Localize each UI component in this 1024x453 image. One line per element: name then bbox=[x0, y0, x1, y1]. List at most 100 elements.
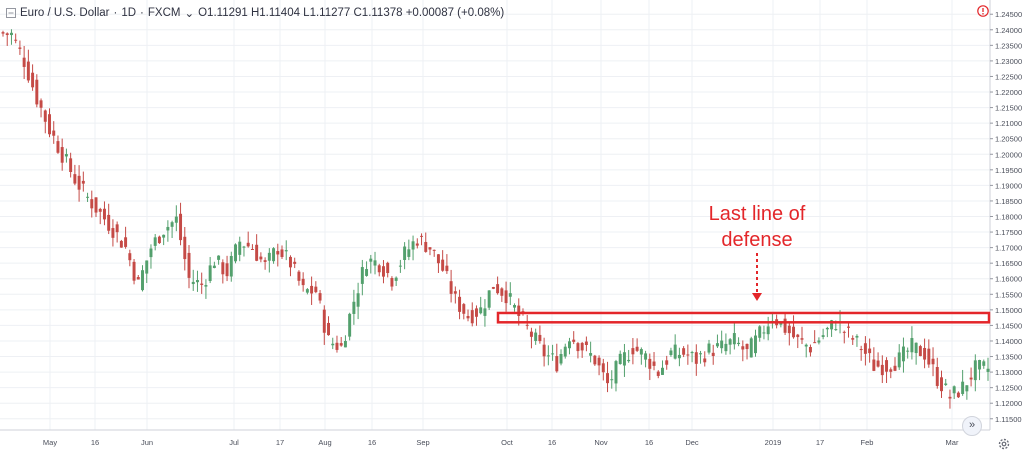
price-tick-label: 1.12500 bbox=[995, 384, 1022, 393]
candle-body bbox=[487, 290, 491, 308]
candle-body bbox=[386, 262, 390, 274]
price-tick-label: 1.13500 bbox=[995, 353, 1022, 362]
price-tick-label: 1.19500 bbox=[995, 166, 1022, 175]
symbol-name[interactable]: Euro / U.S. Dollar bbox=[20, 7, 110, 19]
time-tick-label: Mar bbox=[946, 438, 959, 447]
candle-body bbox=[462, 304, 466, 314]
scroll-to-realtime-button[interactable]: » bbox=[962, 416, 982, 436]
candle-body bbox=[474, 308, 478, 317]
chart-grid bbox=[0, 0, 990, 430]
candle-body bbox=[813, 342, 817, 344]
time-tick-label: 16 bbox=[368, 438, 376, 447]
candle-body bbox=[259, 256, 263, 260]
candle-body bbox=[453, 291, 457, 294]
candle-body bbox=[504, 290, 508, 304]
candle-body bbox=[880, 364, 884, 376]
candle-body bbox=[162, 234, 166, 238]
candle-body bbox=[656, 371, 660, 376]
candle-body bbox=[792, 326, 796, 338]
candlestick-series bbox=[1, 29, 990, 409]
candle-body bbox=[614, 361, 618, 384]
candle-body bbox=[191, 281, 195, 285]
time-tick-label: Dec bbox=[685, 438, 699, 447]
candle-body bbox=[635, 346, 639, 351]
candle-body bbox=[267, 252, 271, 261]
time-tick-label: Aug bbox=[318, 438, 331, 447]
candle-body bbox=[301, 278, 305, 286]
collapse-icon[interactable] bbox=[6, 8, 16, 18]
candle-body bbox=[339, 343, 343, 346]
candle-body bbox=[314, 286, 318, 293]
price-tick-label: 1.17500 bbox=[995, 228, 1022, 237]
candle-body bbox=[601, 363, 605, 373]
candle-body bbox=[373, 260, 377, 266]
chevron-down-icon[interactable]: ⌄ bbox=[184, 8, 195, 20]
candle-body bbox=[559, 354, 563, 364]
candle-body bbox=[610, 379, 614, 381]
candle-body bbox=[1, 32, 5, 34]
candle-body bbox=[14, 39, 18, 41]
candle-body bbox=[546, 355, 550, 357]
candle-body bbox=[973, 360, 977, 381]
candle-body bbox=[597, 357, 601, 366]
candle-body bbox=[863, 343, 867, 354]
candle-body bbox=[288, 256, 292, 268]
candle-body bbox=[872, 359, 876, 371]
candle-body bbox=[56, 141, 60, 153]
candle-body bbox=[394, 277, 398, 281]
candle-body bbox=[441, 259, 445, 271]
candle-body bbox=[250, 248, 254, 250]
candle-body bbox=[229, 255, 233, 277]
candle-body bbox=[284, 250, 288, 252]
candle-body bbox=[622, 352, 626, 366]
candle-body bbox=[986, 368, 990, 372]
candle-body bbox=[741, 346, 745, 350]
alert-icon[interactable] bbox=[977, 5, 989, 17]
candle-body bbox=[589, 353, 593, 356]
candle-body bbox=[238, 241, 242, 255]
price-tick-label: 1.24000 bbox=[995, 26, 1022, 35]
price-tick-label: 1.19000 bbox=[995, 181, 1022, 190]
candle-body bbox=[343, 340, 347, 348]
price-tick-label: 1.14500 bbox=[995, 321, 1022, 330]
candle-body bbox=[703, 358, 707, 363]
candle-body bbox=[483, 308, 487, 316]
candle-body bbox=[369, 258, 373, 262]
candle-body bbox=[842, 331, 846, 333]
candle-body bbox=[407, 249, 411, 257]
candle-body bbox=[783, 318, 787, 333]
candle-body bbox=[639, 349, 643, 355]
candle-body bbox=[868, 348, 872, 354]
candle-body bbox=[847, 326, 850, 328]
candle-body bbox=[787, 325, 791, 334]
candle-body bbox=[830, 320, 834, 330]
price-axis[interactable]: 1.24500 1.24000 1.23500 1.23000 1.22500 1.220… bbox=[989, 0, 1024, 453]
candle-body bbox=[174, 216, 178, 223]
candle-body bbox=[9, 32, 13, 36]
candle-body bbox=[940, 377, 943, 392]
time-tick-label: Jul bbox=[229, 438, 239, 447]
price-tick-label: 1.20000 bbox=[995, 150, 1022, 159]
candle-body bbox=[851, 338, 855, 340]
candle-body bbox=[576, 343, 580, 352]
candle-body bbox=[859, 349, 863, 351]
candle-body bbox=[48, 114, 51, 135]
candle-body bbox=[403, 246, 407, 261]
candle-body bbox=[352, 301, 356, 314]
candle-body bbox=[221, 262, 225, 275]
candle-body bbox=[644, 353, 648, 360]
candle-body bbox=[707, 343, 711, 353]
candle-body bbox=[542, 344, 546, 357]
time-tick-label: Sep bbox=[416, 438, 429, 447]
interval-label[interactable]: 1D bbox=[121, 7, 137, 19]
candle-body bbox=[534, 332, 538, 341]
broker-label[interactable]: FXCM bbox=[147, 7, 181, 19]
gear-icon[interactable] bbox=[997, 437, 1011, 451]
time-axis[interactable]: May 16 Jun Jul 17 Aug 16 Sep Oct 16 Nov 16 Dec 2019 17… bbox=[0, 429, 990, 447]
candle-body bbox=[411, 241, 415, 250]
candle-body bbox=[149, 248, 153, 258]
candle-body bbox=[276, 251, 280, 255]
candle-body bbox=[825, 327, 829, 330]
candle-body bbox=[690, 352, 694, 354]
